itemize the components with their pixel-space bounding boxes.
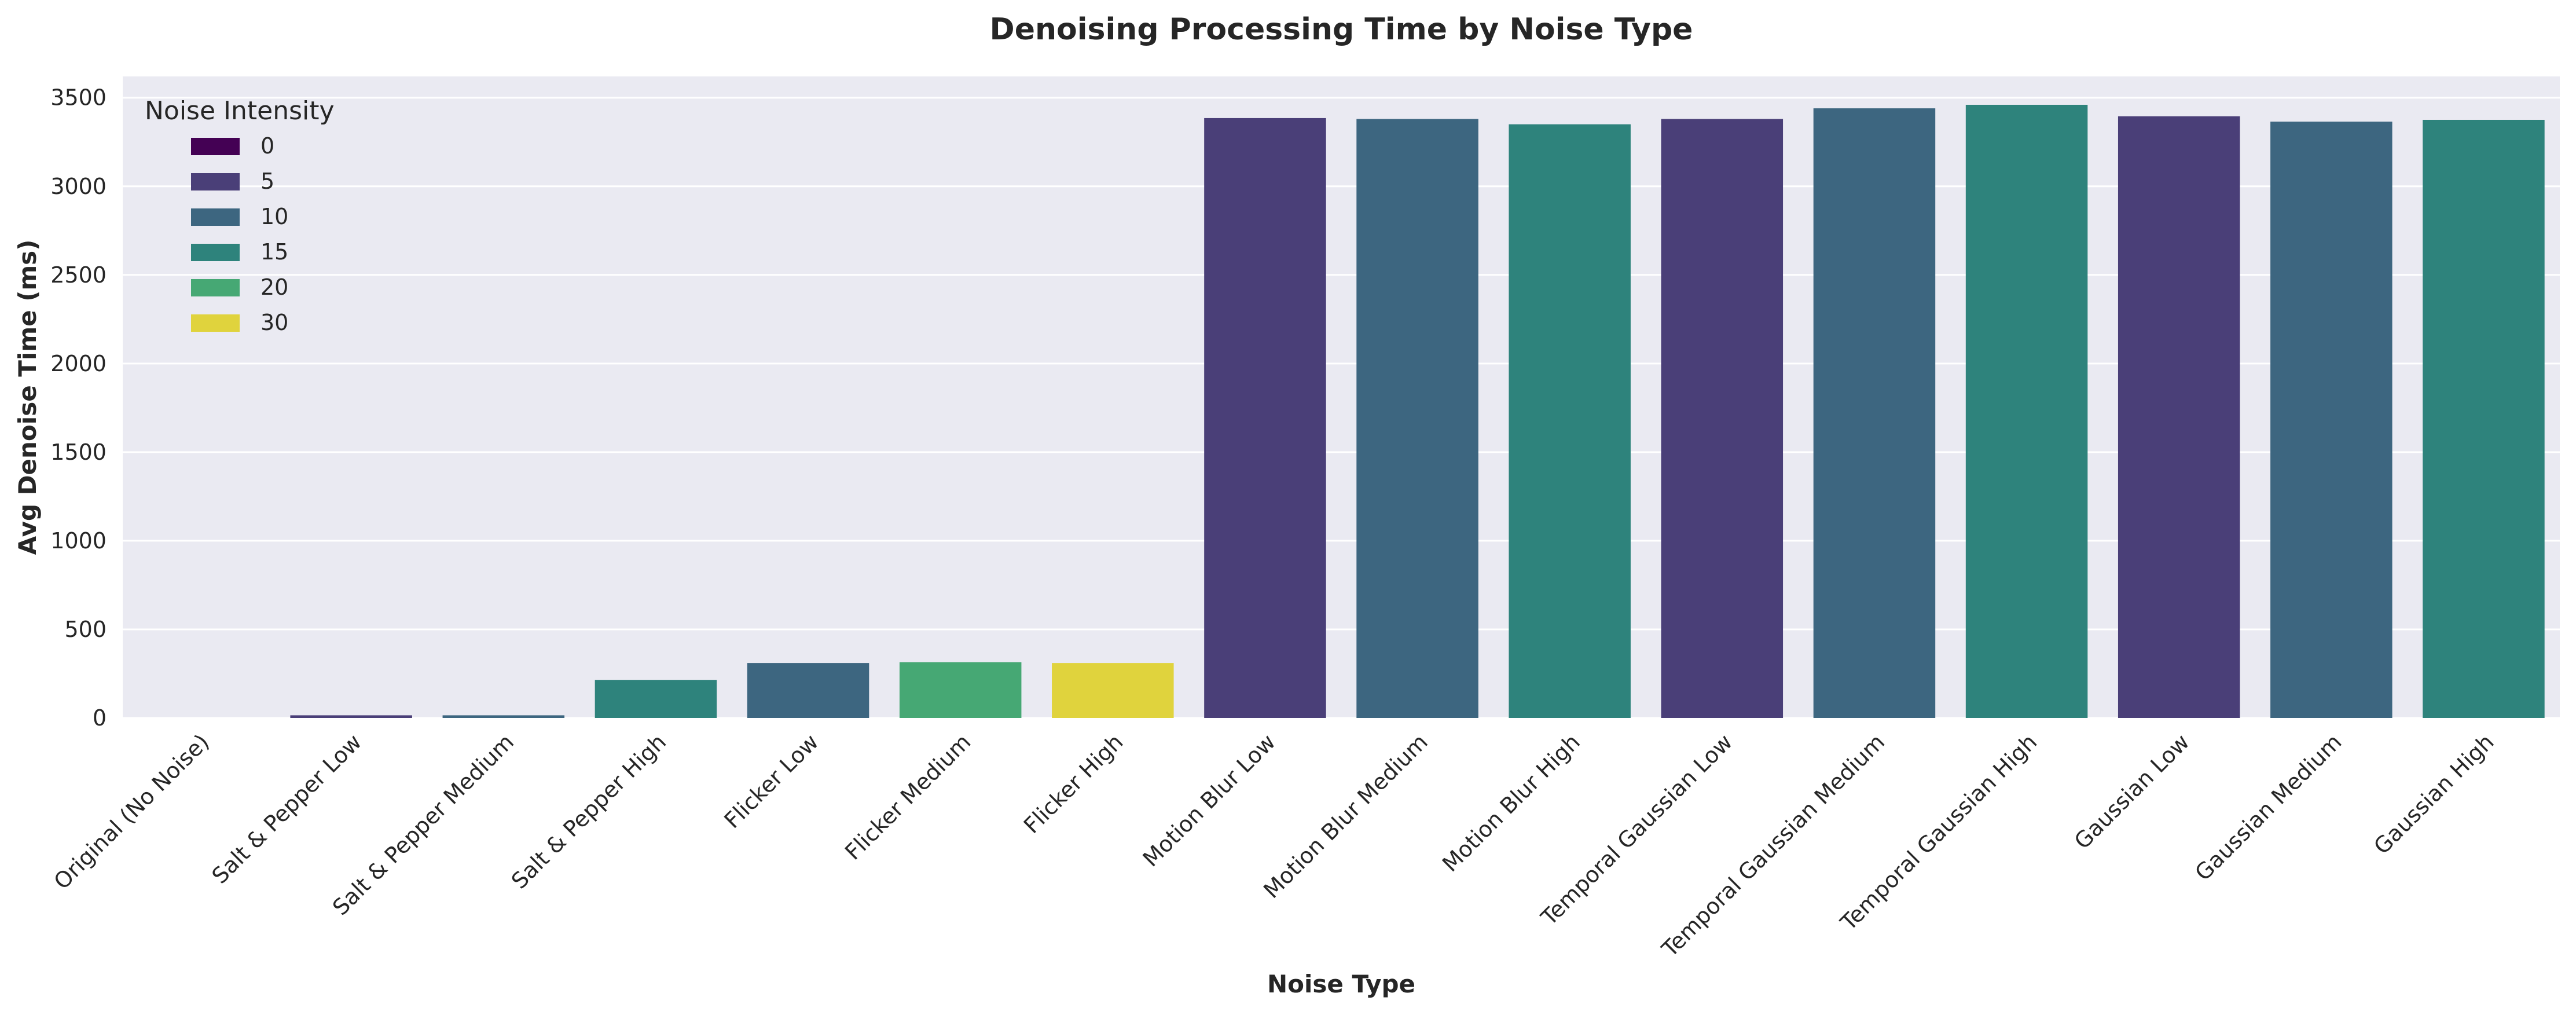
legend-title: Noise Intensity: [145, 96, 335, 126]
y-tick-label: 2000: [50, 351, 107, 376]
x-tick-label: Salt & Pepper High: [507, 729, 671, 893]
legend-swatch: [191, 173, 240, 190]
y-tick-label: 1000: [50, 528, 107, 554]
y-tick-labels: 0 500 1000 1500 2000 2500 3000 3500: [50, 85, 107, 731]
bar: [442, 715, 565, 718]
bar: [1965, 104, 2088, 718]
x-tick-label: Original (No Noise): [49, 729, 214, 894]
bars: [290, 104, 2545, 719]
legend-label: 15: [260, 239, 288, 265]
y-tick-label: 500: [64, 617, 107, 642]
y-tick-label: 1500: [50, 439, 107, 465]
x-tick-label: Salt & Pepper Medium: [328, 729, 519, 920]
bar: [1661, 119, 1784, 719]
x-tick-label: Gaussian High: [2369, 729, 2499, 859]
legend-label: 30: [260, 310, 288, 335]
legend-swatch: [191, 208, 240, 226]
legend-label: 20: [260, 274, 288, 300]
bar: [1052, 663, 1174, 718]
bar: [290, 715, 412, 718]
legend-swatch: [191, 279, 240, 296]
x-tick-label: Motion Blur Low: [1138, 729, 1280, 871]
bar: [2423, 119, 2545, 718]
legend-label: 10: [260, 204, 288, 229]
x-tick-label: Motion Blur Medium: [1258, 729, 1433, 903]
x-tick-label: Flicker Low: [720, 729, 824, 833]
bar: [2118, 116, 2240, 718]
chart-title: Denoising Processing Time by Noise Type: [990, 12, 1693, 47]
y-tick-label: 2500: [50, 262, 107, 288]
y-tick-label: 3000: [50, 174, 107, 199]
x-tick-label: Salt & Pepper Low: [207, 729, 366, 889]
x-tick-label: Flicker High: [1019, 729, 1128, 838]
bar: [1356, 119, 1478, 719]
bar: [1204, 118, 1326, 718]
bar: [747, 663, 869, 718]
legend-swatch: [191, 244, 240, 261]
bar: [899, 662, 1022, 718]
legend-swatch: [191, 138, 240, 155]
x-axis-label: Noise Type: [1267, 970, 1415, 998]
x-tick-label: Gaussian Low: [2069, 729, 2195, 854]
x-tick-label: Gaussian Medium: [2190, 729, 2346, 885]
bar: [595, 680, 717, 718]
legend-swatch: [191, 314, 240, 332]
legend-label: 5: [260, 168, 274, 194]
bar: [1509, 124, 1631, 719]
y-tick-label: 0: [93, 705, 107, 731]
bar: [1813, 108, 1936, 719]
x-tick-labels: Original (No Noise)Salt & Pepper LowSalt…: [49, 729, 2499, 962]
x-tick-label: Flicker Medium: [840, 729, 975, 864]
y-axis-label: Avg Denoise Time (ms): [13, 240, 42, 555]
legend-label: 0: [260, 133, 274, 159]
y-tick-label: 3500: [50, 85, 107, 111]
x-tick-label: Motion Blur High: [1437, 729, 1585, 877]
legend: Noise Intensity 0 5 10 15 20 30: [145, 96, 335, 335]
bar: [2270, 122, 2392, 719]
